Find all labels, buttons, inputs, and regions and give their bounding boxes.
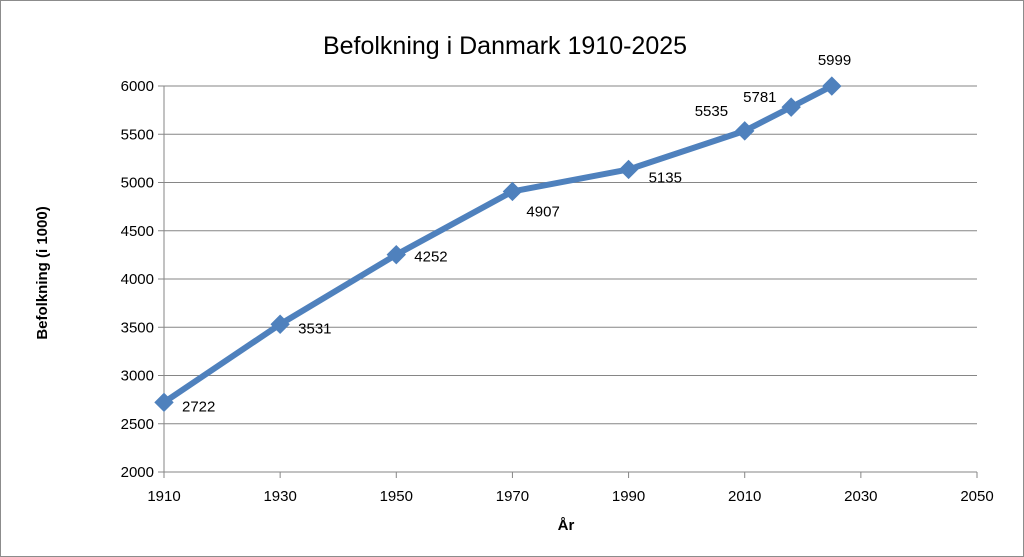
data-label-1930: 3531	[298, 320, 331, 337]
x-tick-label-1930: 1930	[263, 488, 296, 505]
y-tick-label-6000: 6000	[121, 78, 154, 95]
data-point-2010	[735, 121, 755, 141]
x-tick-label-2030: 2030	[844, 488, 877, 505]
x-tick-labels: 1910 1930 1950 1970 1990 2010 2030 2050	[147, 488, 993, 505]
x-axis-title: År	[558, 517, 575, 534]
data-label-1910: 2722	[182, 398, 215, 415]
y-tick-label-2000: 2000	[121, 464, 154, 481]
data-point-2018	[781, 97, 801, 117]
data-label-1970: 4907	[526, 203, 559, 220]
data-point-1970	[502, 181, 523, 202]
data-label-2025: 5999	[818, 52, 851, 69]
data-point-1910	[154, 392, 174, 413]
y-tick-label-2500: 2500	[121, 416, 154, 433]
y-axis-title: Befolkning (i 1000)	[34, 206, 51, 339]
y-tick-label-3000: 3000	[121, 368, 154, 385]
data-point-1990	[618, 159, 639, 180]
data-label-1990: 5135	[649, 169, 682, 186]
y-tick-label-3500: 3500	[121, 319, 154, 336]
data-point-2025	[822, 76, 842, 96]
data-label-2010: 5535	[695, 103, 728, 120]
chart-title: Befolkning i Danmark 1910-2025	[323, 32, 687, 60]
data-point-1930	[270, 314, 290, 334]
x-tick-label-2010: 2010	[728, 488, 761, 505]
data-label-1950: 4252	[414, 249, 447, 266]
gridlines	[164, 85, 977, 425]
x-tick-label-1950: 1950	[380, 488, 413, 505]
y-tick-label-5500: 5500	[121, 126, 154, 143]
data-labels: 2722 3531 4252 4907 5135 5535 5781 5999	[182, 52, 851, 415]
data-point-1950	[386, 244, 406, 265]
x-tick-label-2050: 2050	[960, 488, 993, 505]
y-tick-label-4500: 4500	[121, 223, 154, 240]
x-tick-label-1990: 1990	[612, 488, 645, 505]
x-tick-label-1970: 1970	[496, 488, 529, 505]
y-tick-label-4000: 4000	[121, 271, 154, 288]
data-label-2018: 5781	[743, 89, 776, 106]
series-line-0	[161, 83, 835, 406]
series-layer	[154, 76, 842, 413]
y-tick-labels: 2000 2500 3000 3500 4000 4500 5000 5500 6000	[121, 78, 154, 481]
y-tick-label-5000: 5000	[121, 175, 154, 192]
x-tick-label-1910: 1910	[147, 488, 180, 505]
axes	[158, 85, 978, 478]
